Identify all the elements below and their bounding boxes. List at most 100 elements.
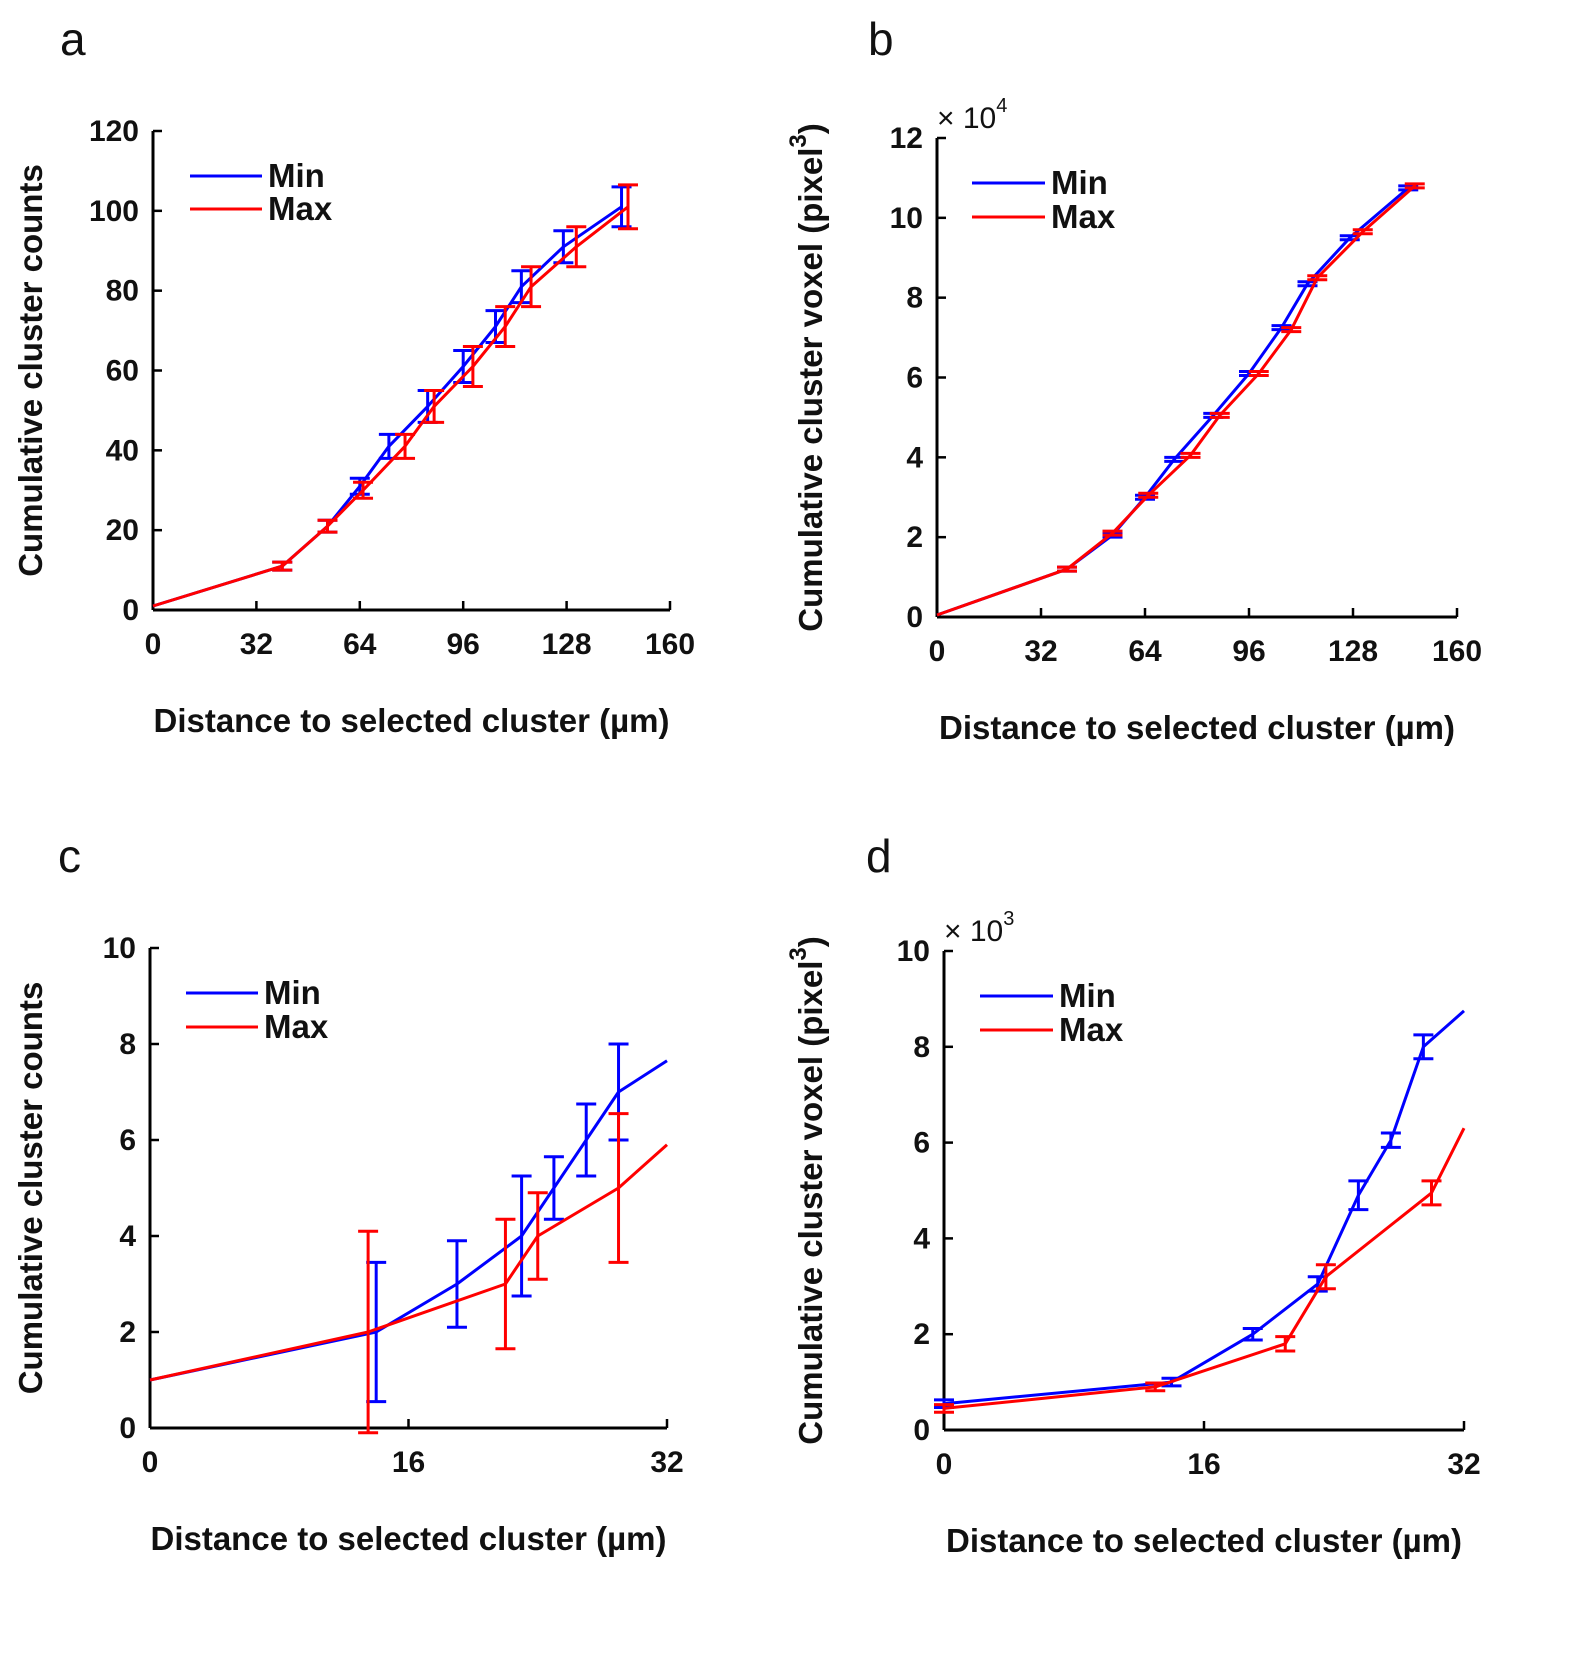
panel-letter: c: [58, 830, 81, 882]
error-bar: [1145, 1381, 1166, 1393]
panel-letter: b: [868, 13, 894, 65]
x-tick-label: 16: [392, 1446, 425, 1479]
error-bar: [1307, 274, 1328, 282]
error-bar: [1138, 491, 1159, 499]
y-tick-label: 120: [89, 115, 139, 148]
error-bar: [1352, 228, 1373, 236]
error-bar: [358, 1229, 379, 1435]
error-bar: [1281, 326, 1302, 334]
x-tick-label: 96: [447, 628, 480, 661]
error-bar: [566, 225, 587, 269]
y-tick-label: 6: [119, 1124, 136, 1157]
y-axis-label: Cumulative cluster voxel (pixel3): [785, 936, 829, 1445]
error-bar: [317, 518, 338, 534]
x-tick-label: 32: [240, 628, 273, 661]
series-line-max: [943, 1127, 1466, 1410]
x-tick-label: 0: [936, 1448, 953, 1481]
y-tick-label: 40: [106, 434, 139, 467]
legend-label-min: Min: [1059, 977, 1116, 1014]
y-tick-label: 4: [119, 1220, 136, 1253]
series-min: [934, 1009, 1465, 1409]
y-tick-label: 4: [906, 441, 923, 474]
x-tick-label: 0: [929, 635, 946, 668]
error-bar: [1242, 1326, 1263, 1342]
error-bar: [1421, 1179, 1442, 1207]
y-axis-label-main: Cumulative cluster voxel (pixel: [792, 961, 829, 1445]
y-tick-label: 4: [913, 1222, 930, 1255]
y-axis-label: Cumulative cluster voxel (pixel3): [785, 123, 829, 632]
x-axis-label: Distance to selected cluster (µm): [150, 1520, 666, 1557]
x-tick-label: 0: [145, 628, 162, 661]
legend-label-min: Min: [264, 974, 321, 1011]
y-tick-label: 0: [913, 1414, 930, 1447]
x-tick-label: 32: [1024, 635, 1057, 668]
error-bar: [395, 432, 416, 460]
error-bar: [934, 1403, 954, 1414]
y-tick-label: 2: [906, 521, 923, 554]
x-tick-label: 128: [1328, 635, 1378, 668]
panel-b: b 0 32 64 96 128 160 0 2 4 6 8 10 12 Distance to selec…: [785, 13, 1482, 746]
y-axis-label-sup: 3: [785, 947, 812, 960]
y-tick-label: 0: [906, 601, 923, 634]
series-line-max: [149, 1143, 668, 1382]
axis-multiplier: × 104: [937, 95, 1007, 135]
series-min: [152, 185, 632, 608]
y-tick-label: 6: [913, 1127, 930, 1160]
panel-letter: a: [60, 13, 86, 65]
y-axis-label: Cumulative cluster counts: [12, 164, 49, 577]
x-axis-label: Distance to selected cluster (µm): [153, 702, 669, 739]
legend-label-min: Min: [1051, 164, 1108, 201]
y-tick-label: 8: [906, 282, 923, 315]
series-line-min: [152, 205, 623, 608]
error-bar: [1248, 370, 1269, 378]
error-bar: [1180, 451, 1201, 459]
error-bar: [527, 1191, 548, 1281]
x-tick-label: 64: [1128, 635, 1162, 668]
y-tick-label: 0: [119, 1412, 136, 1445]
error-bar: [1315, 1263, 1336, 1291]
legend-label-max: Max: [268, 190, 333, 227]
error-bar: [272, 560, 293, 572]
multiplier-exponent: 4: [996, 95, 1007, 117]
legend-label-min: Min: [268, 157, 325, 194]
y-tick-label: 8: [913, 1031, 930, 1064]
legend-label-max: Max: [1059, 1011, 1124, 1048]
series-max: [149, 1112, 668, 1435]
error-bar: [1057, 565, 1077, 573]
x-tick-label: 96: [1232, 635, 1265, 668]
y-tick-label: 10: [103, 932, 136, 965]
y-axis-label: Cumulative cluster counts: [12, 982, 49, 1395]
y-axis-label-main: Cumulative cluster counts: [12, 164, 49, 577]
axis-multiplier: × 103: [944, 908, 1014, 948]
x-tick-label: 32: [1447, 1448, 1480, 1481]
series-line-max: [152, 205, 629, 608]
error-bar: [543, 1155, 564, 1221]
error-bar: [576, 1102, 597, 1178]
error-bar: [1380, 1131, 1401, 1149]
series-max: [152, 183, 638, 608]
x-tick-label: 160: [1432, 635, 1482, 668]
error-bar: [1209, 411, 1230, 419]
error-bar: [1413, 1033, 1434, 1061]
error-bar: [446, 1239, 467, 1329]
error-bar: [1275, 1335, 1296, 1353]
x-tick-label: 32: [650, 1446, 683, 1479]
error-bar: [617, 183, 638, 231]
multiplier-base: × 10: [937, 102, 996, 135]
y-tick-label: 10: [897, 935, 930, 968]
legend-label-max: Max: [1051, 198, 1116, 235]
error-bar: [462, 345, 483, 388]
x-axis-label: Distance to selected cluster (µm): [939, 709, 1455, 746]
error-bar: [521, 265, 542, 309]
error-bar: [495, 1217, 516, 1351]
error-bar: [511, 1174, 532, 1298]
y-tick-label: 60: [106, 355, 139, 388]
y-tick-label: 8: [119, 1028, 136, 1061]
y-axis-label-sup: 3: [785, 134, 812, 147]
series-line-max: [936, 184, 1416, 617]
